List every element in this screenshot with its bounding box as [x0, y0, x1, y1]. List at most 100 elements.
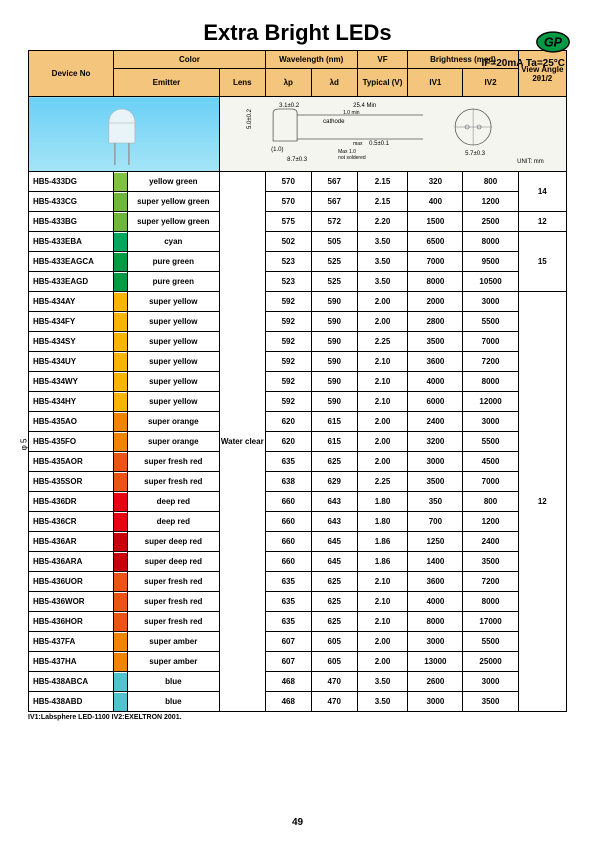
vf-cell: 2.15 [357, 172, 408, 192]
iv2-cell: 25000 [463, 652, 518, 672]
table-row: HB5-433EBAcyan5025053.506500800015 [29, 232, 567, 252]
header-iv1: IV1 [408, 69, 463, 97]
ld-cell: 525 [311, 272, 357, 292]
vf-cell: 3.50 [357, 252, 408, 272]
lp-cell: 592 [265, 332, 311, 352]
emitter-cell: blue [127, 692, 219, 712]
svg-text:25.4 Min: 25.4 Min [353, 103, 376, 109]
vf-cell: 2.15 [357, 192, 408, 212]
led-dimension-diagram: 3.1±0.2 25.4 Min cathode 1.0 min 5.0±0.2… [219, 97, 566, 172]
svg-text:UNIT: mm: UNIT: mm [517, 159, 544, 165]
vf-cell: 2.00 [357, 312, 408, 332]
table-row: HB5-436ARsuper deep red6606451.861250240… [29, 532, 567, 552]
device-no-cell: HB5-436UOR [29, 572, 114, 592]
table-row: HB5-436ARAsuper deep red6606451.86140035… [29, 552, 567, 572]
device-no-cell: HB5-433EBA [29, 232, 114, 252]
iv1-cell: 3600 [408, 352, 463, 372]
vf-cell: 2.00 [357, 452, 408, 472]
table-row: HB5-436HORsuper fresh red6356252.1080001… [29, 612, 567, 632]
ld-cell: 625 [311, 572, 357, 592]
iv1-cell: 2600 [408, 672, 463, 692]
view-angle-cell: 12 [518, 212, 566, 232]
ld-cell: 505 [311, 232, 357, 252]
lp-cell: 607 [265, 632, 311, 652]
header-device-no: Device No [29, 51, 114, 97]
color-swatch-cell [114, 652, 128, 672]
iv2-cell: 7200 [463, 572, 518, 592]
iv2-cell: 3000 [463, 672, 518, 692]
emitter-cell: cyan [127, 232, 219, 252]
iv2-cell: 7200 [463, 352, 518, 372]
iv2-cell: 10500 [463, 272, 518, 292]
device-no-cell: HB5-436DR [29, 492, 114, 512]
emitter-cell: super yellow [127, 372, 219, 392]
color-swatch-cell [114, 492, 128, 512]
iv2-cell: 800 [463, 492, 518, 512]
table-row: HB5-434FYsuper yellow5925902.0028005500 [29, 312, 567, 332]
table-row: HB5-436DRdeep red6606431.80350800 [29, 492, 567, 512]
vf-cell: 2.10 [357, 572, 408, 592]
svg-text:1.0 min: 1.0 min [343, 110, 360, 116]
lp-cell: 592 [265, 312, 311, 332]
color-swatch-cell [114, 532, 128, 552]
lp-cell: 575 [265, 212, 311, 232]
color-swatch-cell [114, 452, 128, 472]
color-swatch-cell [114, 552, 128, 572]
iv1-cell: 3200 [408, 432, 463, 452]
vf-cell: 2.25 [357, 472, 408, 492]
iv2-cell: 3500 [463, 692, 518, 712]
iv1-cell: 2400 [408, 412, 463, 432]
iv1-cell: 400 [408, 192, 463, 212]
svg-text:5.0±0.2: 5.0±0.2 [247, 108, 253, 129]
vf-cell: 2.20 [357, 212, 408, 232]
lp-cell: 660 [265, 492, 311, 512]
lp-cell: 523 [265, 272, 311, 292]
ld-cell: 605 [311, 632, 357, 652]
device-no-cell: HB5-438ABCA [29, 672, 114, 692]
emitter-cell: super fresh red [127, 472, 219, 492]
table-row: HB5-433EAGDpure green5235253.50800010500 [29, 272, 567, 292]
emitter-cell: super deep red [127, 532, 219, 552]
color-swatch-cell [114, 372, 128, 392]
lp-cell: 592 [265, 392, 311, 412]
iv1-cell: 350 [408, 492, 463, 512]
emitter-cell: super yellow green [127, 212, 219, 232]
ld-cell: 643 [311, 512, 357, 532]
color-swatch-cell [114, 352, 128, 372]
iv1-cell: 4000 [408, 592, 463, 612]
table-row: HB5-437HAsuper amber6076052.001300025000 [29, 652, 567, 672]
iv1-cell: 4000 [408, 372, 463, 392]
iv2-cell: 7000 [463, 332, 518, 352]
iv1-cell: 3000 [408, 692, 463, 712]
iv1-cell: 1400 [408, 552, 463, 572]
device-no-cell: HB5-433EAGD [29, 272, 114, 292]
iv2-cell: 800 [463, 172, 518, 192]
lp-cell: 502 [265, 232, 311, 252]
header-color: Color [114, 51, 266, 69]
phi5-label: φ 5 [19, 439, 28, 451]
header-emitter: Emitter [114, 69, 220, 97]
header-typical-v: Typical (V) [357, 69, 408, 97]
color-swatch-cell [114, 192, 128, 212]
emitter-cell: pure green [127, 252, 219, 272]
device-no-cell: HB5-433CG [29, 192, 114, 212]
color-swatch-cell [114, 292, 128, 312]
iv1-cell: 3500 [408, 332, 463, 352]
view-angle-cell: 12 [518, 292, 566, 712]
header-lambda-d: λd [311, 69, 357, 97]
view-angle-cell: 15 [518, 232, 566, 292]
lp-cell: 660 [265, 512, 311, 532]
ld-cell: 645 [311, 552, 357, 572]
iv1-cell: 6000 [408, 392, 463, 412]
device-no-cell: HB5-437FA [29, 632, 114, 652]
lp-cell: 635 [265, 452, 311, 472]
led-product-image [29, 97, 220, 172]
device-no-cell: HB5-434FY [29, 312, 114, 332]
lp-cell: 570 [265, 192, 311, 212]
lp-cell: 635 [265, 612, 311, 632]
color-swatch-cell [114, 212, 128, 232]
ld-cell: 590 [311, 352, 357, 372]
color-swatch-cell [114, 232, 128, 252]
iv1-cell: 2800 [408, 312, 463, 332]
lens-cell: Water clear [219, 172, 265, 712]
